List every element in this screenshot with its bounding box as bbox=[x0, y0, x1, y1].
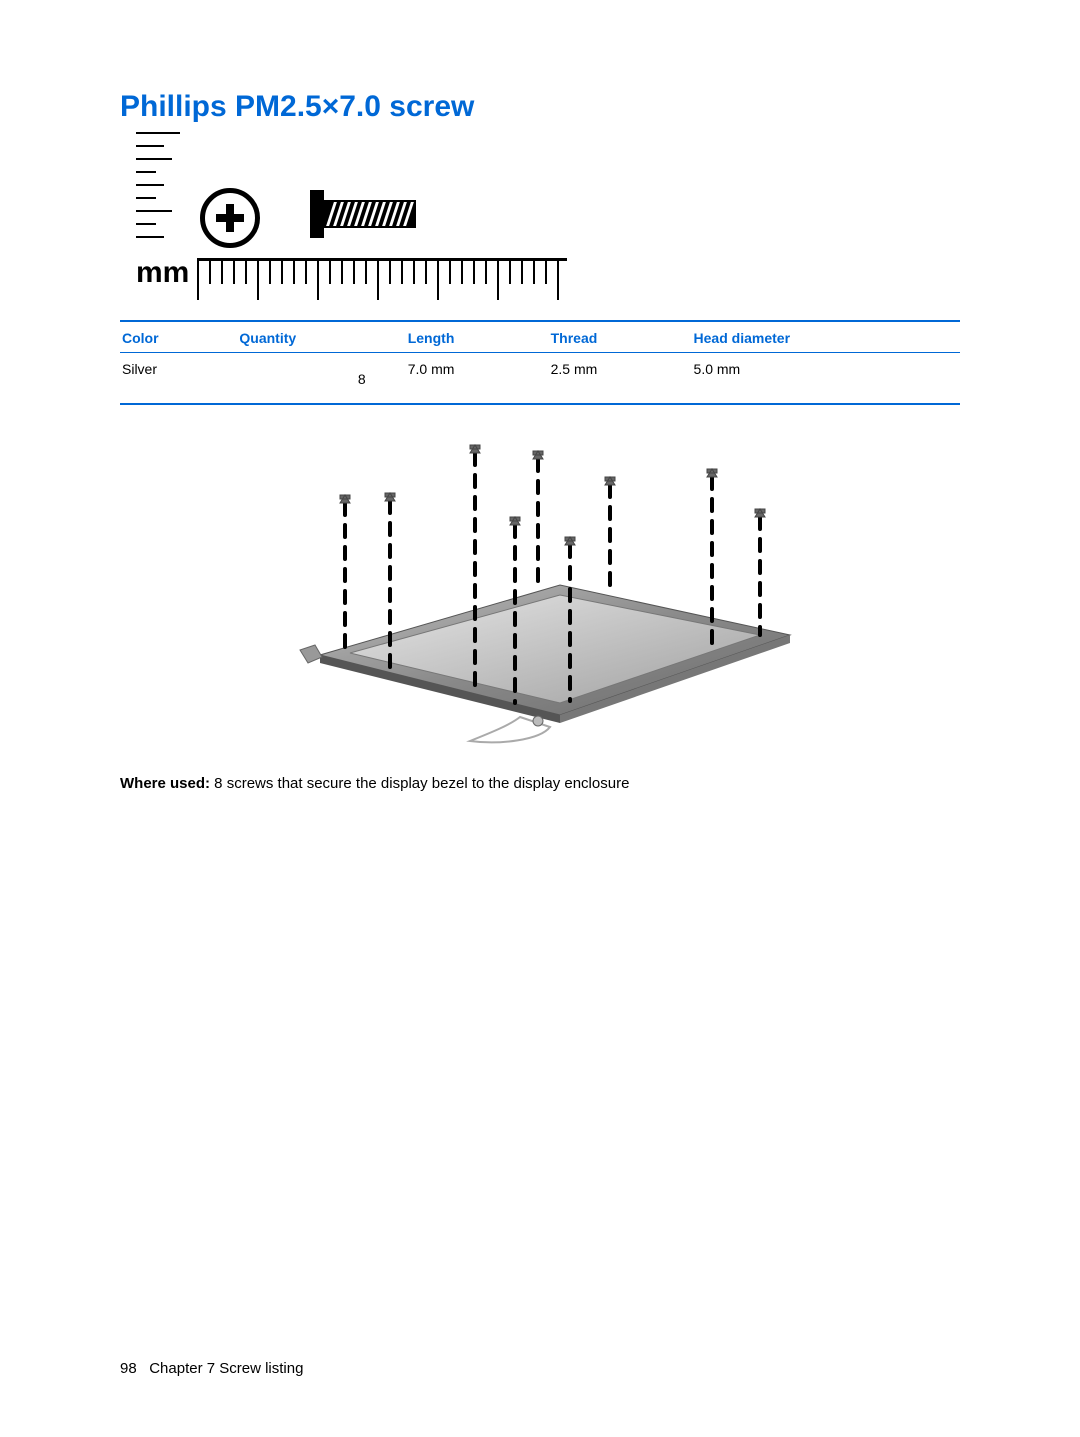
chapter-label: Chapter 7 bbox=[149, 1360, 215, 1377]
screw-measurement-graphic: mm bbox=[136, 132, 960, 302]
page-footer: 98 Chapter 7 Screw listing bbox=[120, 1360, 303, 1377]
page-number: 98 bbox=[120, 1360, 137, 1377]
th-color: Color bbox=[120, 321, 237, 353]
page-title: Phillips PM2.5×7.0 screw bbox=[120, 90, 960, 124]
th-length: Length bbox=[406, 321, 549, 353]
th-head-diameter: Head diameter bbox=[692, 321, 960, 353]
where-used-text: 8 screws that secure the display bezel t… bbox=[210, 775, 629, 792]
spec-table: Color Quantity Length Thread Head diamet… bbox=[120, 320, 960, 405]
display-bezel-diagram bbox=[260, 425, 820, 755]
table-row: Silver 8 7.0 mm 2.5 mm 5.0 mm bbox=[120, 353, 960, 405]
td-length: 7.0 mm bbox=[406, 353, 549, 405]
mm-label: mm bbox=[136, 256, 189, 290]
td-head-diameter: 5.0 mm bbox=[692, 353, 960, 405]
td-thread: 2.5 mm bbox=[549, 353, 692, 405]
td-color: Silver bbox=[120, 353, 237, 405]
horizontal-ruler bbox=[197, 258, 567, 302]
screw-side-icon bbox=[310, 184, 420, 244]
th-quantity: Quantity bbox=[237, 321, 405, 353]
td-quantity: 8 bbox=[237, 353, 405, 405]
th-thread: Thread bbox=[549, 321, 692, 353]
screw-head-icon bbox=[200, 188, 260, 248]
where-used: Where used: 8 screws that secure the dis… bbox=[120, 775, 960, 792]
where-used-label: Where used: bbox=[120, 775, 210, 792]
section-label: Screw listing bbox=[215, 1360, 303, 1377]
vertical-ruler bbox=[136, 132, 180, 252]
